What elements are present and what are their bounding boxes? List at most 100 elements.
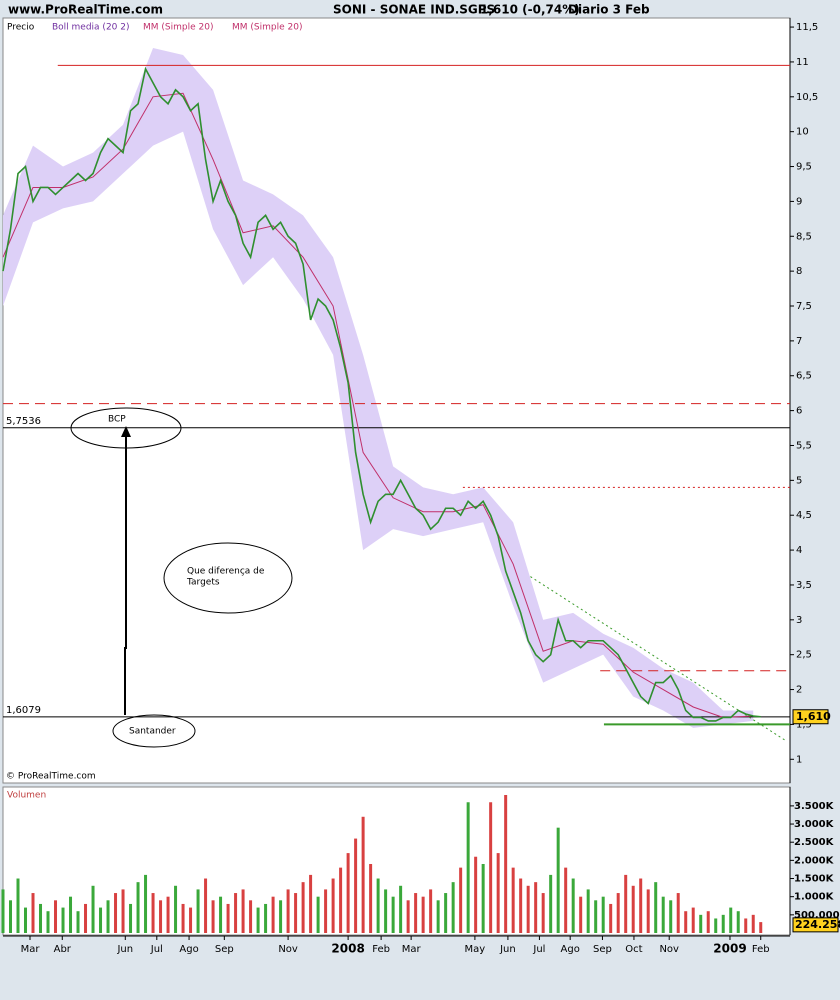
volume-bar bbox=[526, 885, 530, 933]
volume-bar bbox=[31, 893, 35, 933]
last-price-label: 1,610 bbox=[796, 710, 831, 723]
moving-average bbox=[2, 92, 754, 718]
volume-bar bbox=[204, 878, 208, 933]
volume-bar bbox=[451, 882, 455, 933]
volume-bar bbox=[1, 889, 5, 933]
volume-bar bbox=[39, 903, 43, 933]
volume-bar bbox=[166, 896, 170, 933]
volume-bar bbox=[631, 885, 635, 933]
y-tick-label: 7 bbox=[796, 336, 802, 347]
volume-bar bbox=[586, 889, 590, 933]
volume-bar bbox=[624, 874, 628, 933]
volume-bar bbox=[519, 878, 523, 933]
title: SONI - SONAE IND.SGPS bbox=[333, 3, 495, 17]
volume-bar bbox=[279, 900, 283, 933]
last-price-box bbox=[792, 709, 829, 725]
volume-bar bbox=[159, 900, 163, 933]
volume-bar bbox=[751, 914, 755, 933]
price-line bbox=[2, 66, 761, 722]
volume-bar bbox=[54, 900, 58, 933]
y-tick-label: 2,5 bbox=[796, 650, 812, 661]
volume-bar bbox=[241, 889, 245, 933]
volume-bar bbox=[234, 893, 238, 933]
x-tick-label: Nov bbox=[278, 944, 298, 955]
volume-bar bbox=[429, 889, 433, 933]
x-tick-label: Feb bbox=[372, 944, 390, 955]
volume-bar bbox=[444, 893, 448, 933]
volume-bar bbox=[721, 914, 725, 933]
volume-bar bbox=[459, 867, 463, 933]
x-tick-label: Feb bbox=[752, 944, 770, 955]
volume-bar bbox=[541, 893, 545, 933]
volume-bar bbox=[24, 907, 28, 933]
volume-bar bbox=[616, 893, 620, 933]
level-label: 5,7536 bbox=[6, 416, 41, 427]
volume-tick-label: 500.000 bbox=[794, 910, 840, 921]
x-tick-label: Sep bbox=[593, 944, 612, 955]
trend-line bbox=[530, 576, 786, 741]
volume-bar bbox=[421, 896, 425, 933]
volume-bar bbox=[466, 802, 470, 933]
period: Diario 3 Feb bbox=[568, 3, 650, 17]
volume-bar bbox=[759, 922, 763, 933]
volume-bar bbox=[211, 900, 215, 933]
volume-bar bbox=[46, 911, 50, 933]
volume-bar bbox=[691, 907, 695, 933]
x-tick-label: Jul bbox=[150, 944, 163, 955]
volume-bar bbox=[136, 882, 140, 933]
y-tick-label: 7,5 bbox=[796, 301, 812, 312]
main-layer: 11,522,533,544,555,566,577,588,599,51010… bbox=[1, 18, 840, 956]
y-tick-label: 4,5 bbox=[796, 510, 812, 521]
volume-bar bbox=[69, 896, 73, 933]
volume-bar bbox=[736, 911, 740, 933]
x-tick-label: Sep bbox=[215, 944, 234, 955]
volume-bar bbox=[354, 838, 358, 933]
quote: 1,610 (-0,74%) bbox=[480, 3, 580, 17]
x-tick-label: 2009 bbox=[713, 942, 746, 956]
volume-bar bbox=[151, 893, 155, 933]
y-tick-label: 9,5 bbox=[796, 162, 812, 173]
annotation-ellipse bbox=[112, 714, 196, 748]
x-tick-label: Nov bbox=[659, 944, 679, 955]
volume-bar bbox=[114, 893, 118, 933]
y-tick-label: 5 bbox=[796, 475, 802, 486]
volume-tick-label: 2.000K bbox=[794, 855, 835, 866]
volume-bar bbox=[654, 882, 658, 933]
volume-bar bbox=[144, 874, 148, 933]
volume-bar bbox=[61, 907, 65, 933]
y-tick-label: 6,5 bbox=[796, 371, 812, 382]
volume-bar bbox=[534, 882, 538, 933]
y-tick-label: 8,5 bbox=[796, 231, 812, 242]
volume-bar bbox=[196, 889, 200, 933]
volume-bar bbox=[571, 878, 575, 933]
volume-bar bbox=[436, 900, 440, 933]
y-tick-label: 1 bbox=[796, 754, 802, 765]
volume-bar bbox=[669, 900, 673, 933]
volume-bar bbox=[361, 816, 365, 933]
volume-bar bbox=[391, 896, 395, 933]
volume-bar bbox=[226, 903, 230, 933]
volume-bar bbox=[324, 889, 328, 933]
volume-bar bbox=[309, 874, 313, 933]
volume-bar bbox=[264, 903, 268, 933]
volume-bar bbox=[9, 900, 13, 933]
volume-bar bbox=[549, 874, 553, 933]
volume-bar bbox=[376, 878, 380, 933]
volume-bar bbox=[76, 911, 80, 933]
volume-bar bbox=[249, 900, 253, 933]
volume-bar bbox=[106, 900, 110, 933]
x-tick-label: Jul bbox=[532, 944, 545, 955]
volume-tick-label: 1.000K bbox=[794, 892, 835, 903]
x-tick-label: Mar bbox=[21, 944, 41, 955]
last-volume-label: 224.258 bbox=[795, 918, 840, 931]
volume-bar bbox=[294, 893, 298, 933]
y-tick-label: 3 bbox=[796, 615, 802, 626]
volume-bar bbox=[331, 878, 335, 933]
y-tick-label: 6 bbox=[796, 406, 802, 417]
volume-tick-label: 3.000K bbox=[794, 819, 835, 830]
volume-bar bbox=[706, 911, 710, 933]
volume-bar bbox=[339, 867, 343, 933]
legend-ma: MM (Simple 20) bbox=[232, 23, 302, 33]
